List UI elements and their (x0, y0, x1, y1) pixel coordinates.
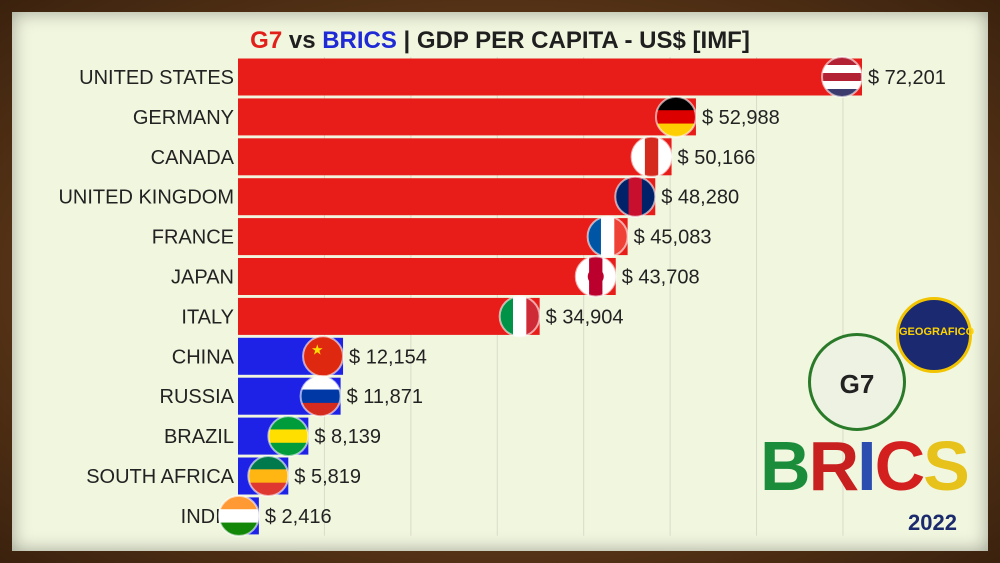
value-label: $ 48,280 (661, 187, 739, 209)
flag-ring (217, 494, 260, 537)
value-label: $ 45,083 (634, 227, 712, 249)
category-label: CHINA (172, 346, 235, 368)
category-label: SOUTH AFRICA (86, 466, 234, 488)
title-g7: G7 (250, 27, 283, 54)
bar-italy (238, 297, 540, 335)
title-brics: BRICS (322, 27, 397, 54)
flag-ring (299, 375, 342, 418)
value-label: $ 8,139 (314, 426, 381, 448)
bar-germany (238, 98, 696, 136)
bar-japan (238, 258, 616, 295)
flag-ring (247, 455, 290, 497)
value-label: $ 2,416 (265, 506, 332, 528)
geografico-logo-text: GEOGRAFICO (899, 326, 975, 338)
flag-ring (821, 56, 863, 98)
flag-ring (586, 215, 629, 258)
svg-text:★: ★ (311, 341, 324, 357)
title-rest: | GDP PER CAPITA - US$ [IMF] (396, 27, 750, 54)
brics-logo-letter: B (760, 427, 811, 505)
title-vs: vs (282, 27, 323, 54)
flag-ring (498, 295, 541, 338)
value-label: $ 43,708 (622, 267, 700, 289)
category-label: GERMANY (133, 107, 234, 129)
flag-ring (630, 135, 673, 178)
value-label: $ 5,819 (294, 466, 361, 488)
flag-ring (654, 95, 697, 138)
brics-logo-letter: I (857, 427, 877, 505)
year-label: 2022 (908, 510, 957, 535)
geografico-logo: GEOGRAFICO (896, 297, 975, 373)
bar-france (238, 218, 628, 256)
flag-ring (267, 415, 310, 458)
value-label: $ 52,988 (702, 107, 780, 129)
category-label: BRAZIL (164, 426, 234, 448)
brics-logo-letter: C (874, 427, 926, 505)
bar-united-states (238, 58, 862, 96)
chart-title: G7 vs BRICS | GDP PER CAPITA - US$ [IMF] (0, 27, 1000, 55)
value-label: $ 12,154 (349, 346, 427, 368)
value-label: $ 72,201 (868, 67, 946, 89)
bar-canada (238, 138, 672, 176)
category-label: FRANCE (152, 227, 234, 249)
bar-united-kingdom (238, 178, 656, 216)
brics-logo: BRICS (760, 427, 970, 505)
flag-ring (614, 175, 657, 218)
category-label: RUSSIA (160, 386, 235, 408)
category-label: JAPAN (171, 267, 234, 289)
value-label: $ 34,904 (546, 306, 624, 328)
brics-logo-letter: S (923, 427, 970, 505)
g7-logo-text: G7 (839, 369, 875, 399)
category-label: UNITED KINGDOM (58, 187, 234, 209)
flag-ring (574, 255, 617, 298)
g7-logo: G7 (808, 333, 906, 431)
category-label: ITALY (181, 306, 234, 328)
brics-logo-letter: R (808, 427, 860, 505)
value-label: $ 11,871 (347, 386, 423, 408)
category-label: CANADA (151, 147, 235, 169)
category-label: UNITED STATES (79, 67, 234, 89)
us-flag-icon (822, 57, 862, 97)
value-label: $ 50,166 (678, 147, 756, 169)
